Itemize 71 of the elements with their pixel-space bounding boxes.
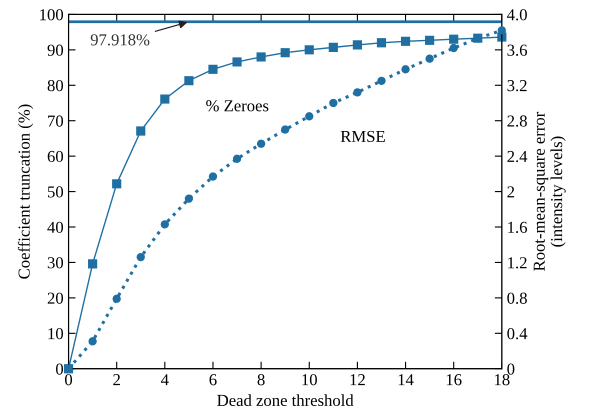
- point: [112, 179, 122, 188]
- point: [450, 44, 458, 52]
- y-tick-label: 40: [47, 222, 64, 233]
- point: [376, 38, 386, 48]
- ref-line-label: 97.918%: [90, 34, 150, 46]
- point: [449, 34, 458, 44]
- point: [280, 48, 290, 58]
- point: [208, 64, 218, 74]
- point: [256, 52, 266, 62]
- point: [232, 154, 242, 163]
- y-tick-label: 0: [56, 363, 64, 375]
- point: [88, 259, 98, 268]
- point: [136, 252, 145, 262]
- y-tick-label: 20: [48, 292, 64, 304]
- point: [232, 57, 242, 66]
- series-label: RMSE: [340, 130, 385, 142]
- x-tick-label: 6: [210, 374, 217, 386]
- point: [329, 98, 338, 108]
- y-tick-label: 80: [48, 80, 64, 92]
- y2-tick-label: 2: [507, 186, 514, 198]
- y2-tick-label: 0.8: [507, 292, 527, 304]
- point: [304, 45, 314, 54]
- y2-tick-label: 4.0: [507, 9, 527, 20]
- y-tick-label: 90: [48, 44, 64, 56]
- point: [281, 125, 290, 134]
- point: [88, 337, 97, 346]
- point: [160, 220, 169, 229]
- x-tick-label: 2: [113, 374, 120, 386]
- x-tick-label: 18: [494, 374, 510, 386]
- y2-tick-label: 2.8: [507, 115, 527, 127]
- point: [352, 40, 362, 50]
- point: [184, 194, 194, 203]
- x-axis-title: Dead zone threshold: [217, 394, 354, 406]
- y-tick-label: 10: [48, 328, 64, 340]
- y2-tick-label: 1.6: [508, 222, 528, 234]
- point: [498, 26, 506, 35]
- y2-tick-label: 3.2: [507, 80, 527, 92]
- point: [184, 76, 194, 86]
- x-tick-label: 8: [258, 374, 265, 386]
- point: [305, 112, 314, 120]
- point: [377, 76, 386, 86]
- y2-tick-label: 0: [507, 363, 514, 375]
- series-label: % Zeroes: [206, 100, 268, 112]
- y2-tick-label: 2.4: [507, 150, 528, 162]
- x-tick-label: 16: [446, 374, 462, 386]
- y2-axis-title: Root-mean-square error (intensity levels): [534, 112, 566, 271]
- y-tick-label: 60: [48, 150, 64, 162]
- x-tick-label: 4: [160, 374, 169, 386]
- point: [256, 140, 266, 148]
- point: [136, 126, 146, 136]
- x-tick-label: 14: [398, 374, 414, 386]
- x-tick-label: 0: [65, 374, 72, 386]
- point: [425, 36, 434, 45]
- x-tick-label: 12: [350, 374, 365, 386]
- point: [328, 42, 338, 52]
- point: [425, 54, 434, 63]
- y-tick-label: 100: [40, 9, 64, 20]
- y2-tick-label: 1.2: [508, 257, 527, 268]
- y-tick-label: 50: [48, 186, 64, 198]
- point: [401, 65, 410, 74]
- point: [112, 294, 121, 303]
- y-tick-label: 30: [48, 257, 64, 268]
- y2-tick-label: 0.4: [507, 328, 528, 340]
- y-tick-label: 70: [48, 115, 64, 127]
- y2-tick-label: 3.6: [507, 44, 528, 56]
- point: [400, 36, 410, 46]
- point: [353, 88, 362, 97]
- point: [208, 172, 218, 181]
- y-axis-title: Coefficient truncation (%): [18, 104, 34, 279]
- x-tick-label: 10: [302, 374, 317, 386]
- point: [160, 94, 170, 104]
